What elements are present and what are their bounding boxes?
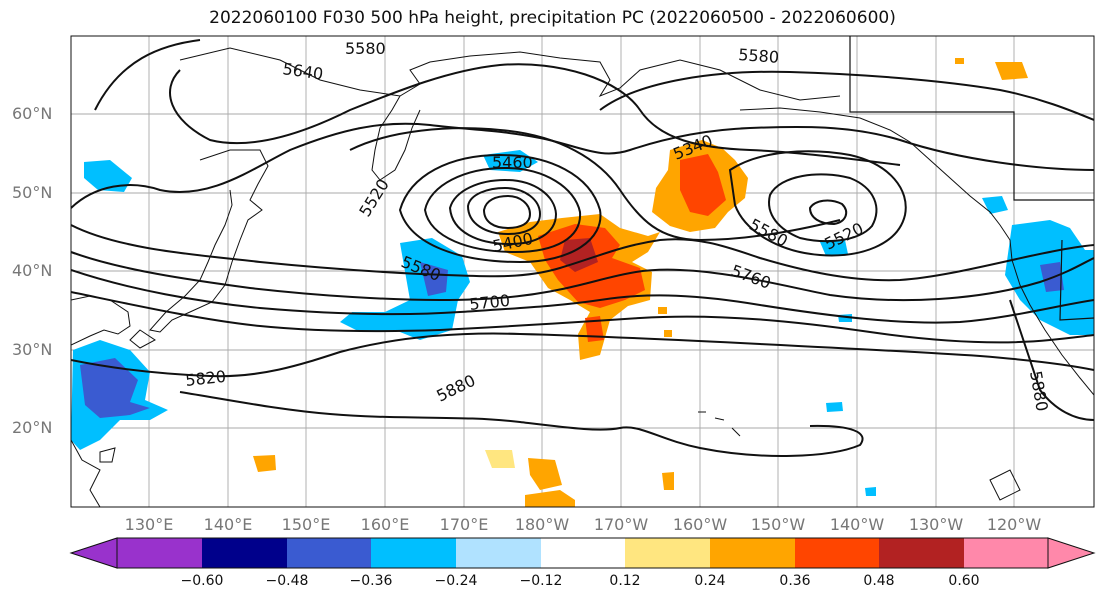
colorbar-tick-label: 0.60 — [948, 573, 980, 589]
colorbar-tick-label: 0.24 — [694, 573, 726, 589]
colorbar-segment — [964, 538, 1048, 568]
lat-label-50n: 50°N — [12, 183, 53, 202]
lon-label-130w: 130°W — [908, 515, 964, 534]
lon-label-160e: 160°E — [360, 515, 410, 534]
lon-label-150w: 150°W — [750, 515, 806, 534]
colorbar-segment — [456, 538, 541, 568]
map-title: 2022060100 F030 500 hPa height, precipit… — [209, 8, 896, 28]
colorbar-segment — [202, 538, 287, 568]
colorbar-tick-label: −0.48 — [265, 573, 309, 589]
colorbar-extend-low — [69, 537, 118, 569]
colorbar-tick-label: −0.60 — [180, 573, 224, 589]
lon-label-150e: 150°E — [281, 515, 331, 534]
colorbar-frame — [116, 537, 1049, 569]
colorbar-segment — [117, 538, 202, 568]
colorbar-tick-label: −0.24 — [434, 573, 478, 589]
map-area: 5580 5580 5640 5520 5460 5340 5400 5580 … — [71, 36, 1094, 507]
lon-label-160w: 160°W — [672, 515, 728, 534]
lon-label-120w: 120°W — [986, 515, 1042, 534]
colorbar-tick-label: 0.12 — [609, 573, 641, 589]
colorbar-segment — [371, 538, 456, 568]
contour-label: 5580 — [345, 39, 386, 58]
colorbar-segment — [710, 538, 795, 568]
colorbar-tick-label: −0.12 — [519, 573, 563, 589]
coastlines — [71, 47, 1094, 507]
colorbar-segment — [287, 538, 371, 568]
colorbar-tick-label: −0.36 — [349, 573, 393, 589]
contour-label: 5580 — [738, 45, 780, 67]
colorbar-tick-label: 0.48 — [863, 573, 895, 589]
colorbar-tick-label: 0.36 — [779, 573, 811, 589]
boundaries — [849, 36, 1094, 321]
height-contours — [71, 39, 1094, 457]
contour-label: 5700 — [468, 291, 510, 314]
lon-label-140w: 140°W — [829, 515, 885, 534]
colorbar — [69, 537, 1096, 569]
contour-label: 5460 — [492, 153, 533, 172]
colorbar-extend-high — [1047, 537, 1096, 569]
map-frame — [70, 35, 1095, 508]
colorbar-segment — [625, 538, 710, 568]
lat-label-40n: 40°N — [12, 261, 53, 280]
lon-label-140e: 140°E — [203, 515, 253, 534]
colorbar-segment — [795, 538, 879, 568]
contour-label: 5820 — [184, 367, 226, 390]
lon-label-170w: 170°W — [593, 515, 649, 534]
colorbar-segment — [879, 538, 964, 568]
lon-label-130e: 130°E — [124, 515, 174, 534]
lon-label-170e: 170°E — [439, 515, 489, 534]
colorbar-segment — [541, 538, 625, 568]
lat-label-30n: 30°N — [12, 340, 53, 359]
lat-label-60n: 60°N — [12, 104, 53, 123]
lon-label-180w: 180°W — [514, 515, 570, 534]
lat-label-20n: 20°N — [12, 418, 53, 437]
precip-positive-shading — [253, 58, 1028, 507]
